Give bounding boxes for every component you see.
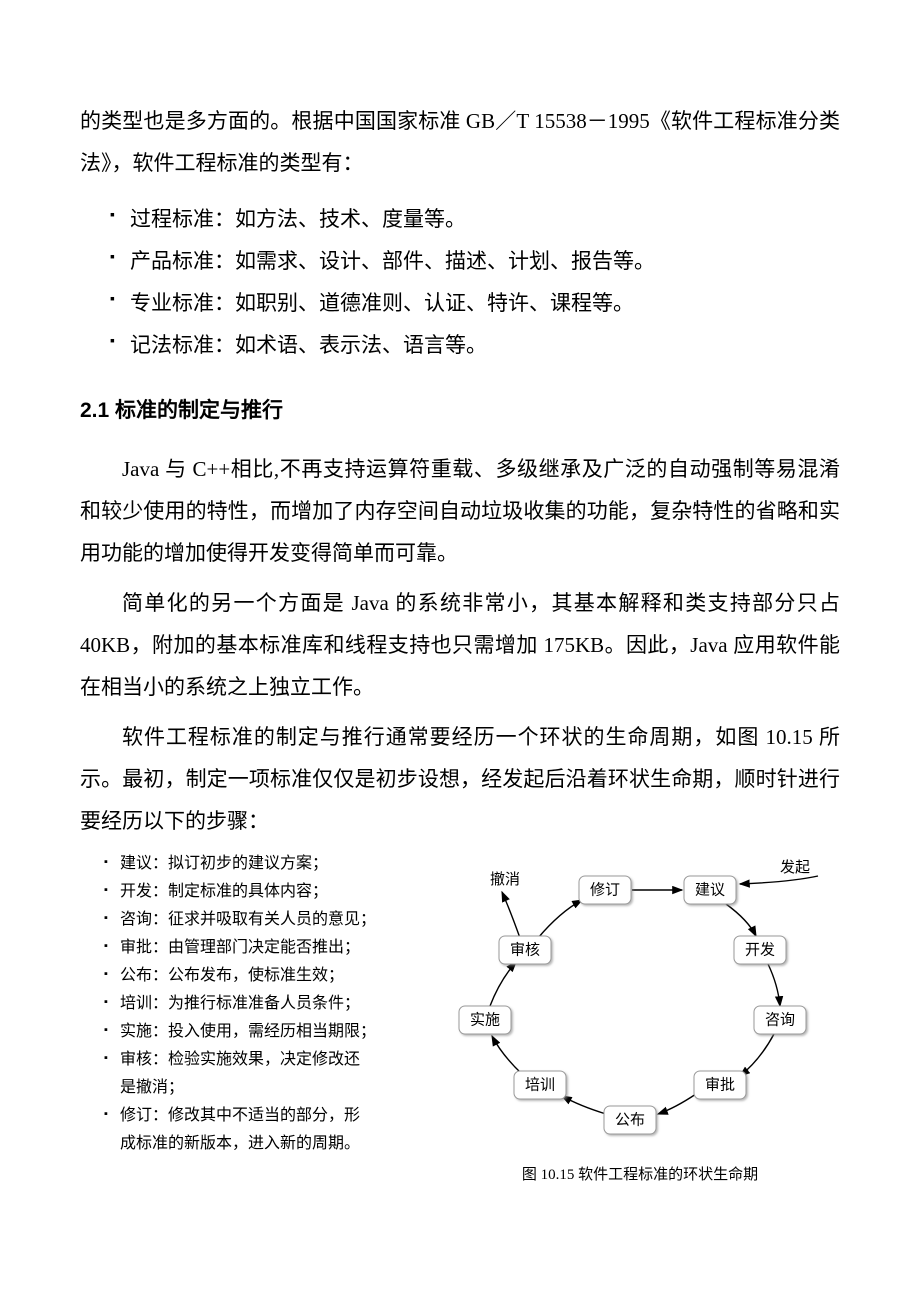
arrow-train-impl xyxy=(492,1036,522,1074)
section-heading: 2.1 标准的制定与推行 xyxy=(80,394,840,424)
svg-text:咨询: 咨询 xyxy=(765,1011,795,1028)
two-column-region: 建议：拟订初步的建议方案； 开发：制定标准的具体内容； 咨询：征求并吸取有关人员… xyxy=(80,850,840,1184)
svg-text:修订: 修订 xyxy=(590,881,620,898)
steps-column: 建议：拟订初步的建议方案； 开发：制定标准的具体内容； 咨询：征求并吸取有关人员… xyxy=(80,850,410,1184)
step-item: 培训：为推行标准准备人员条件； xyxy=(80,990,410,1018)
diagram-column: 撤消 发起 xyxy=(430,850,850,1184)
body-paragraph-2: 简单化的另一个方面是 Java 的系统非常小，其基本解释和类支持部分只占40KB… xyxy=(80,582,840,708)
node-train: 培训 xyxy=(514,1071,566,1099)
initiate-label: 发起 xyxy=(780,859,810,876)
node-publish: 公布 xyxy=(604,1106,656,1134)
step-item: 审核：检验实施效果，决定修改还 xyxy=(80,1046,410,1074)
arrow-develop-consult xyxy=(768,964,780,1006)
lifecycle-diagram: 撤消 发起 xyxy=(430,850,850,1150)
node-review: 审核 xyxy=(499,936,551,964)
cancel-label: 撤消 xyxy=(490,871,520,888)
svg-text:开发: 开发 xyxy=(745,941,775,958)
main-bullet-list: 过程标准：如方法、技术、度量等。 产品标准：如需求、设计、部件、描述、计划、报告… xyxy=(80,198,840,366)
node-revise: 修订 xyxy=(579,876,631,904)
step-item: 开发：制定标准的具体内容； xyxy=(80,878,410,906)
body-paragraph-3: 软件工程标准的制定与推行通常要经历一个环状的生命周期，如图 10.15 所示。最… xyxy=(80,716,840,842)
svg-text:公布: 公布 xyxy=(615,1111,645,1128)
bullet-item: 记法标准：如术语、表示法、语言等。 xyxy=(80,324,840,366)
node-approve: 审批 xyxy=(694,1071,746,1099)
svg-text:实施: 实施 xyxy=(470,1011,500,1028)
step-item: 公布：公布发布，使标准生效； xyxy=(80,962,410,990)
arrow-suggest-develop xyxy=(726,904,756,936)
svg-text:培训: 培训 xyxy=(525,1076,555,1093)
step-item: 审批：由管理部门决定能否推出； xyxy=(80,934,410,962)
node-consult: 咨询 xyxy=(754,1006,806,1034)
step-item-cont: 是撤消； xyxy=(80,1074,410,1102)
bullet-item: 过程标准：如方法、技术、度量等。 xyxy=(80,198,840,240)
arrow-review-cancel xyxy=(502,892,520,938)
node-impl: 实施 xyxy=(459,1006,511,1034)
body-paragraph-1: Java 与 C++相比,不再支持运算符重载、多级继承及广泛的自动强制等易混淆和… xyxy=(80,448,840,574)
svg-text:建议: 建议 xyxy=(695,881,725,898)
diagram-caption: 图 10.15 软件工程标准的环状生命期 xyxy=(430,1163,850,1184)
step-item: 建议：拟订初步的建议方案； xyxy=(80,850,410,878)
node-develop: 开发 xyxy=(734,936,786,964)
arrow-approve-publish xyxy=(658,1094,696,1114)
svg-text:审批: 审批 xyxy=(705,1076,735,1093)
step-item: 咨询：征求并吸取有关人员的意见； xyxy=(80,906,410,934)
svg-text:审核: 审核 xyxy=(510,941,540,958)
arrow-consult-approve xyxy=(740,1034,774,1076)
step-item: 实施：投入使用，需经历相当期限； xyxy=(80,1018,410,1046)
arrow-impl-review xyxy=(490,962,516,1006)
step-item-cont: 成标准的新版本，进入新的周期。 xyxy=(80,1130,410,1158)
arrow-publish-train xyxy=(562,1096,606,1114)
intro-paragraph: 的类型也是多方面的。根据中国国家标准 GB／T 15538－1995《软件工程标… xyxy=(80,100,840,184)
bullet-item: 产品标准：如需求、设计、部件、描述、计划、报告等。 xyxy=(80,240,840,282)
arrow-initiate-suggest xyxy=(740,876,818,884)
step-item: 修订：修改其中不适当的部分，形 xyxy=(80,1102,410,1130)
bullet-item: 专业标准：如职别、道德准则、认证、特许、课程等。 xyxy=(80,282,840,324)
node-suggest: 建议 xyxy=(684,876,736,904)
arrow-review-revise xyxy=(538,900,582,938)
